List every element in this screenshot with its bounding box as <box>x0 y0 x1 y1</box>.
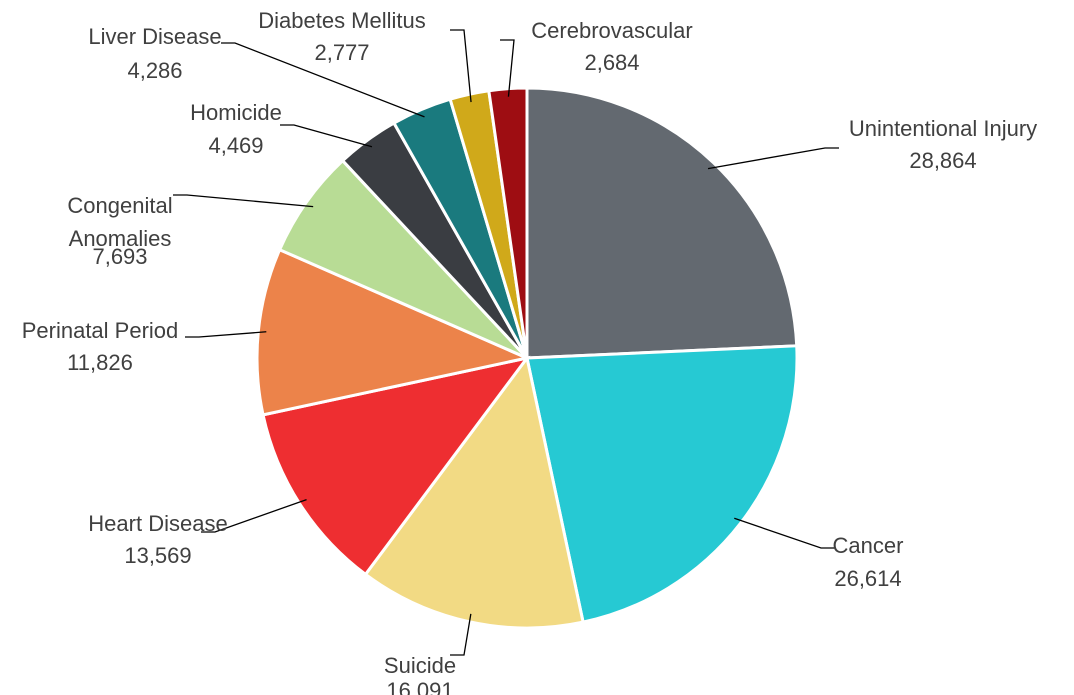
slice-value: 4,469 <box>208 133 264 158</box>
slice-label: Cerebrovascular <box>531 18 693 43</box>
leader-line <box>280 124 373 148</box>
slice-value: 2,777 <box>314 40 370 65</box>
slice-label: Cancer <box>832 533 904 558</box>
slice-value: 11,826 <box>67 350 133 375</box>
leader-line <box>500 39 515 97</box>
leader-line <box>185 331 267 338</box>
pie-slice <box>525 86 799 360</box>
slice-value: 28,864 <box>909 148 977 173</box>
slice-label: Congenital Anomalies <box>67 193 173 251</box>
slice-value: 2,684 <box>584 50 640 75</box>
leader-line <box>201 498 307 533</box>
slice-label: Liver Disease <box>88 24 222 49</box>
slice-value: 16,091 <box>386 678 454 695</box>
slice-value: 4,286 <box>127 58 183 83</box>
slice-value: 26,614 <box>834 566 902 591</box>
slice-label: Perinatal Period <box>21 318 179 343</box>
pie-slice <box>487 86 529 359</box>
slice-label: Heart Disease <box>88 511 228 536</box>
slice-label: Homicide <box>190 100 282 125</box>
leader-line <box>734 517 835 549</box>
slice-label: Suicide <box>383 653 457 678</box>
leader-line <box>221 42 425 118</box>
slice-value: 7,693 <box>92 244 148 269</box>
leader-line <box>450 613 472 656</box>
leader-line <box>173 194 314 208</box>
slice-label: Diabetes Mellitus <box>258 8 426 33</box>
leader-line <box>707 147 839 170</box>
leader-line <box>450 29 472 103</box>
pie-slice <box>261 355 531 577</box>
pie-slice <box>277 158 529 360</box>
pie-slice <box>525 344 799 624</box>
pie-slice <box>255 247 532 417</box>
slice-value: 13,569 <box>124 543 192 568</box>
slice-label: Unintentional Injury <box>848 116 1038 141</box>
